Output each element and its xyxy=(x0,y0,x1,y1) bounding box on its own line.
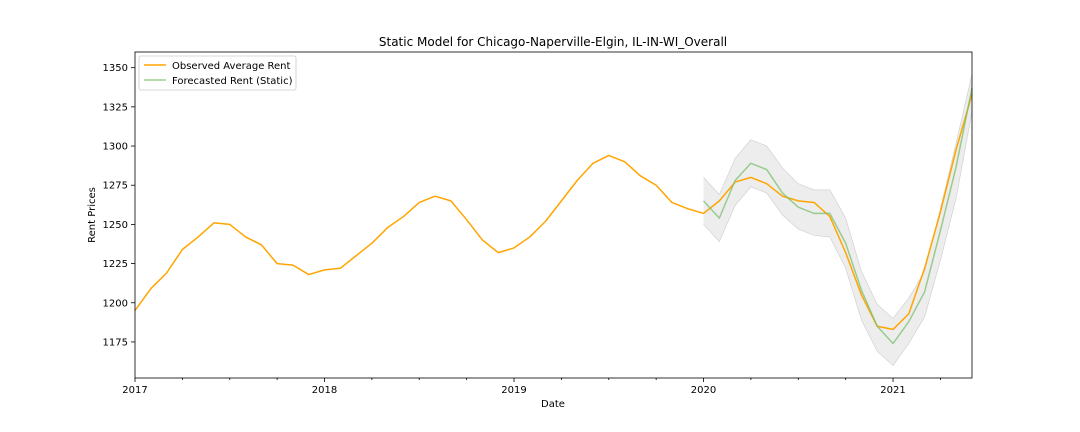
x-axis-label: Date xyxy=(541,399,565,410)
y-tick-label: 1275 xyxy=(103,181,128,192)
legend-label-forecast: Forecasted Rent (Static) xyxy=(172,76,293,87)
forecast-rent-line xyxy=(702,87,973,345)
y-tick-label: 1175 xyxy=(103,337,128,348)
y-axis: 1175 1200 1225 1250 1275 1300 1325 1350 xyxy=(103,63,135,348)
series-lines-layer xyxy=(134,87,973,345)
x-tick-label: 2017 xyxy=(122,385,147,396)
y-tick-label: 1200 xyxy=(103,298,128,309)
y-tick-label: 1300 xyxy=(103,142,128,153)
x-tick-label: 2018 xyxy=(312,385,337,396)
plot-frame xyxy=(134,51,973,379)
y-tick-label: 1350 xyxy=(103,63,128,74)
y-tick-label: 1225 xyxy=(103,259,128,270)
confidence-lower-edge xyxy=(703,111,973,366)
forecast-confidence-band xyxy=(703,73,972,366)
y-axis-label: Rent Prices xyxy=(87,187,98,243)
x-tick-label: 2020 xyxy=(691,385,716,396)
x-tick-label: 2019 xyxy=(501,385,526,396)
x-axis: 2017 2018 2019 2020 2021 xyxy=(122,378,941,396)
y-tick-label: 1250 xyxy=(103,220,128,231)
x-tick-label: 2021 xyxy=(880,385,905,396)
legend-label-observed: Observed Average Rent xyxy=(172,61,291,72)
y-tick-label: 1325 xyxy=(103,102,128,113)
confidence-interval-layer xyxy=(703,73,973,366)
legend: Observed Average Rent Forecasted Rent (S… xyxy=(138,55,297,91)
legend-box xyxy=(138,55,297,91)
observed-rent-line xyxy=(134,94,973,331)
chart-title: Static Model for Chicago-Naperville-Elgi… xyxy=(379,35,727,49)
